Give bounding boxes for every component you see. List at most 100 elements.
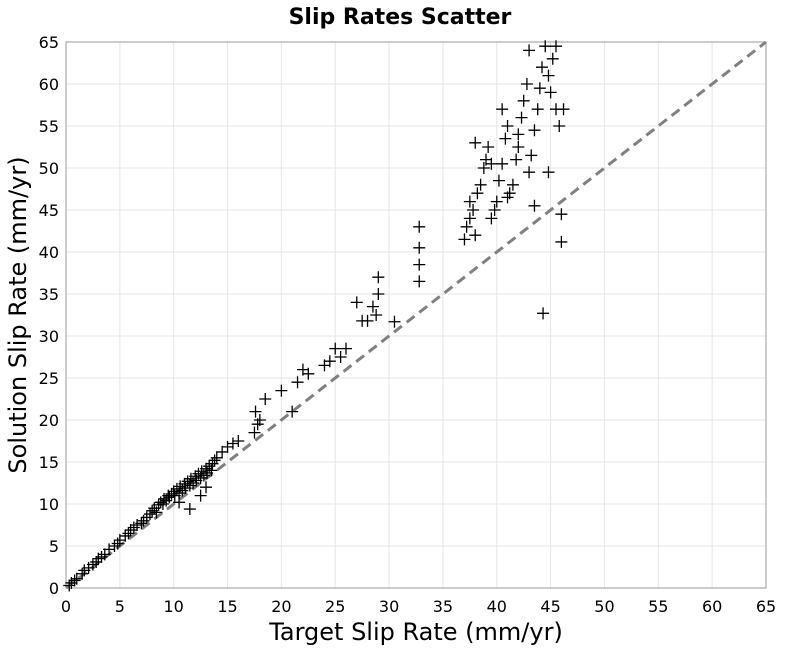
data-point-plus-marker [108,540,121,552]
data-point-plus-marker [86,558,99,571]
chart-title: Slip Rates Scatter [289,5,512,30]
y-tick-label: 25 [39,369,59,388]
data-point-plus-marker [176,484,189,497]
data-point-plus-marker [512,128,525,141]
plot-area-frame [65,41,767,589]
data-point-plus-marker [150,506,163,519]
data-point-plus-marker [413,275,426,288]
x-tick-label: 60 [702,597,722,616]
data-point-plus-marker [537,307,550,320]
data-point-plus-marker [557,103,570,116]
x-tick-label: 10 [164,597,184,616]
data-point-plus-marker [302,367,315,380]
data-point-plus-marker [488,204,501,216]
data-point-plus-marker [413,258,426,271]
data-point-plus-marker [490,195,503,208]
data-point-plus-marker [523,166,536,179]
data-point-plus-marker [119,529,132,542]
data-point-plus-marker [68,574,81,587]
y-tick-label: 60 [39,75,59,94]
x-tick-label: 45 [540,597,560,616]
data-point-plus-marker [555,208,568,221]
data-point-plus-marker [372,271,385,284]
data-point-plus-marker [506,178,519,191]
data-point-plus-marker [248,426,261,439]
y-tick-label: 35 [39,285,59,304]
data-point-plus-marker [533,82,546,95]
data-points [63,40,570,592]
data-point-plus-marker [253,414,266,426]
data-point-plus-marker [550,40,562,53]
y-tick-label: 50 [39,159,59,178]
data-point-plus-marker [372,288,385,300]
data-point-plus-marker [388,315,401,328]
x-tick-label: 5 [115,597,125,616]
data-point-plus-marker [485,157,498,170]
data-point-plus-marker [350,296,363,309]
x-tick-label: 0 [61,597,71,616]
data-point-plus-marker [471,187,484,200]
data-point-plus-marker [124,524,137,537]
data-point-plus-marker [183,479,196,492]
data-point-plus-marker [366,300,379,313]
y-axis-title: Solution Slip Rate (mm/yr) [4,156,32,473]
y-axis-ticks: 0 5 10 15 20 25 30 35 40 45 50 55 60 65 [39,33,59,598]
x-tick-label: 25 [325,597,345,616]
data-point-plus-marker [413,241,426,254]
data-point-plus-marker [539,40,552,53]
data-point-plus-marker [496,157,509,170]
data-point-plus-marker [499,132,512,145]
data-point-plus-marker [291,376,304,389]
data-point-plus-marker [76,567,89,580]
data-point-plus-marker [467,204,480,216]
y-tick-label: 55 [39,117,59,136]
data-point-plus-marker [555,235,568,248]
x-tick-label: 35 [433,597,453,616]
data-point-plus-marker [361,314,374,327]
data-point-plus-marker [92,552,105,565]
data-point-plus-marker [210,451,223,464]
data-point-plus-marker [463,212,476,225]
data-point-plus-marker [95,550,108,563]
x-axis-title: Target Slip Rate (mm/yr) [268,618,563,646]
y-tick-label: 65 [39,33,59,52]
y-tick-label: 5 [49,537,59,556]
data-point-plus-marker [187,477,200,489]
data-point-plus-marker [216,445,229,458]
data-point-plus-marker [482,141,495,153]
x-axis-ticks: 0 5 10 15 20 25 30 35 40 45 50 55 60 65 [61,597,776,616]
data-point-plus-marker [553,120,566,132]
data-point-plus-marker [517,94,530,107]
y-tick-label: 40 [39,243,59,262]
data-point-plus-marker [329,342,342,355]
reference-line-one-to-one [65,40,767,590]
x-tick-label: 40 [487,597,507,616]
data-point-plus-marker [477,162,490,174]
x-tick-label: 65 [756,597,776,616]
data-point-plus-marker [286,405,299,418]
data-point-plus-marker [510,153,523,166]
data-point-plus-marker [413,220,426,233]
data-point-plus-marker [463,195,476,208]
data-point-plus-marker [460,220,473,233]
x-tick-label: 30 [379,597,399,616]
data-point-plus-marker [528,199,541,212]
data-point-plus-marker [492,174,505,187]
y-tick-label: 15 [39,453,59,472]
data-point-plus-marker [340,342,352,355]
data-point-plus-marker [370,309,383,321]
data-point-plus-marker [200,481,212,494]
data-point-plus-marker [515,111,528,124]
data-point-plus-marker [127,521,140,534]
data-point-plus-marker [323,355,336,368]
data-point-plus-marker [135,517,148,530]
data-point-plus-marker [183,503,196,516]
data-point-plus-marker [474,178,487,191]
data-point-plus-marker [469,229,482,242]
data-point-plus-marker [226,437,239,450]
data-point-plus-marker [458,233,471,246]
data-point-plus-marker [259,393,272,405]
data-point-plus-marker [232,435,245,447]
